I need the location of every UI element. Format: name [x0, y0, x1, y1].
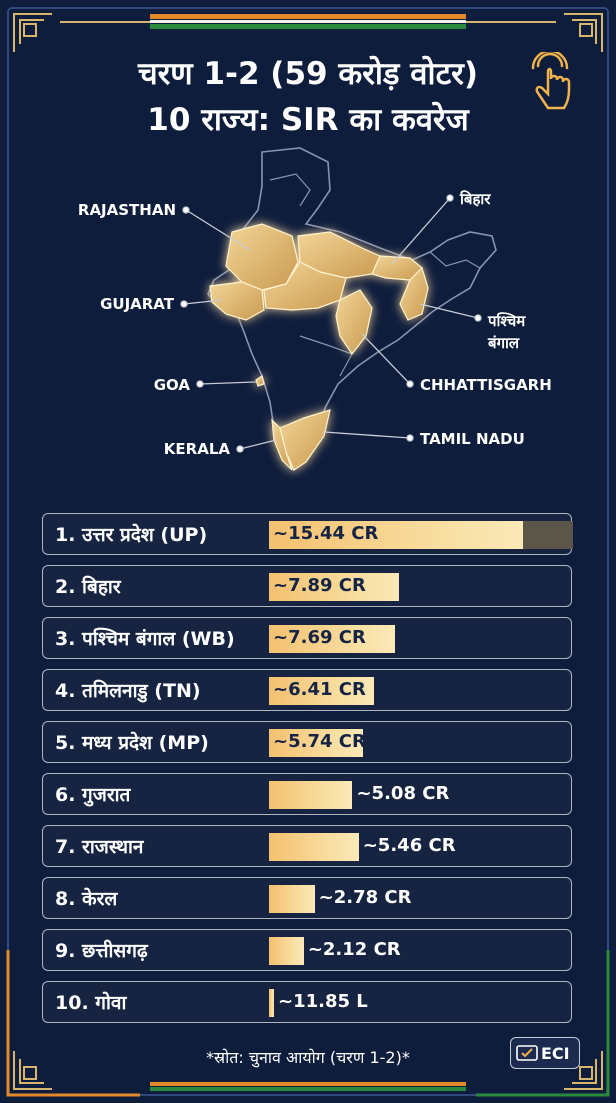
region-madhya-pradesh — [263, 261, 347, 311]
region-gujarat — [209, 281, 265, 321]
bar-category-label: 1. उत्तर प्रदेश (UP) — [55, 524, 208, 546]
bar — [269, 625, 396, 653]
bar-value-label: ~11.85 L — [278, 991, 368, 1012]
bar-category-label: 2. बिहार — [55, 576, 121, 598]
bar-value-label: ~15.44 CR — [273, 523, 379, 544]
bar — [269, 833, 359, 861]
bar-row: 2. बिहार ~7.89 CR — [42, 565, 572, 607]
bar-category-label: 6. गुजरात — [55, 784, 131, 806]
bar — [269, 573, 399, 601]
eci-logo-icon — [516, 1045, 538, 1061]
bar-value-label: ~2.78 CR — [318, 887, 412, 908]
bar-category-label: 7. राजस्थान — [55, 836, 144, 858]
bar-value-label: ~5.08 CR — [356, 783, 450, 804]
tap-finger-icon — [531, 52, 571, 110]
bar-category-label: 3. पश्चिम बंगाल (WB) — [55, 628, 235, 650]
bar-value-label: ~2.12 CR — [307, 939, 401, 960]
map-label-bihar: बिहार — [460, 190, 491, 208]
map-label-kerala: KERALA — [163, 440, 230, 458]
bar-value-label: ~7.89 CR — [273, 575, 366, 596]
region-west-bengal — [399, 266, 429, 321]
bar — [269, 729, 364, 757]
map-label-west-bengal-line2: बंगाल — [488, 334, 520, 352]
eci-logo-text: ECI — [541, 1044, 570, 1063]
source-note: *स्रोत: चुनाव आयोग (चरण 1-2)* — [206, 1048, 410, 1067]
bar-value-label: ~5.46 CR — [362, 835, 456, 856]
bar-row: 3. पश्चिम बंगाल (WB) ~7.69 CR — [42, 617, 572, 659]
bar-category-label: 9. छत्तीसगढ़ — [55, 940, 148, 962]
bar-category-label: 8. केरल — [55, 888, 118, 910]
bar-category-label: 10. गोवा — [55, 992, 127, 1014]
bar-category-label: 5. मध्य प्रदेश (MP) — [55, 732, 209, 754]
title-line-1: चरण 1-2 (59 करोड़ वोटर) — [137, 56, 479, 92]
region-rajasthan — [225, 223, 299, 291]
map-outline — [207, 147, 497, 472]
bar-value-label: ~7.69 CR — [273, 627, 366, 648]
map-label-chhattisgarh: CHHATTISGARH — [420, 376, 552, 394]
bar-row: 9. छत्तीसगढ़ ~2.12 CR — [42, 929, 572, 971]
bar-value-label: ~6.41 CR — [273, 679, 366, 700]
bar — [269, 937, 304, 965]
map-label-gujarat: GUJARAT — [100, 295, 174, 313]
bar — [269, 677, 375, 705]
bar — [269, 989, 274, 1017]
bar-row: 1. उत्तर प्रदेश (UP) ~15.44 CR — [42, 513, 573, 555]
bar-category-label: 4. तमिलनाडु (TN) — [55, 680, 201, 702]
region-chhattisgarh — [335, 289, 373, 356]
title-line-2: 10 राज्य: SIR का कवरेज — [147, 102, 469, 138]
bar — [269, 781, 353, 809]
bar — [269, 885, 315, 913]
bar-row: 6. गुजरात ~5.08 CR — [42, 773, 572, 815]
map-label-tamil-nadu: TAMIL NADU — [420, 430, 525, 448]
eci-logo: ECI — [510, 1037, 580, 1069]
bar-row: 5. मध्य प्रदेश (MP) ~5.74 CR — [42, 721, 572, 763]
region-goa — [255, 375, 265, 387]
map-label-west-bengal-line1: पश्चिम — [488, 312, 526, 330]
bar-value-label: ~5.74 CR — [273, 731, 366, 752]
bar-row: 7. राजस्थान ~5.46 CR — [42, 825, 572, 867]
bar-row: 4. तमिलनाडु (TN) ~6.41 CR — [42, 669, 572, 711]
map-label-rajasthan: RAJASTHAN — [77, 201, 176, 219]
bar — [269, 521, 523, 549]
india-map — [180, 147, 497, 472]
map-label-goa: GOA — [153, 376, 190, 394]
bar-row: 8. केरल ~2.78 CR — [42, 877, 572, 919]
bar-row: 10. गोवा ~11.85 L — [42, 981, 572, 1023]
